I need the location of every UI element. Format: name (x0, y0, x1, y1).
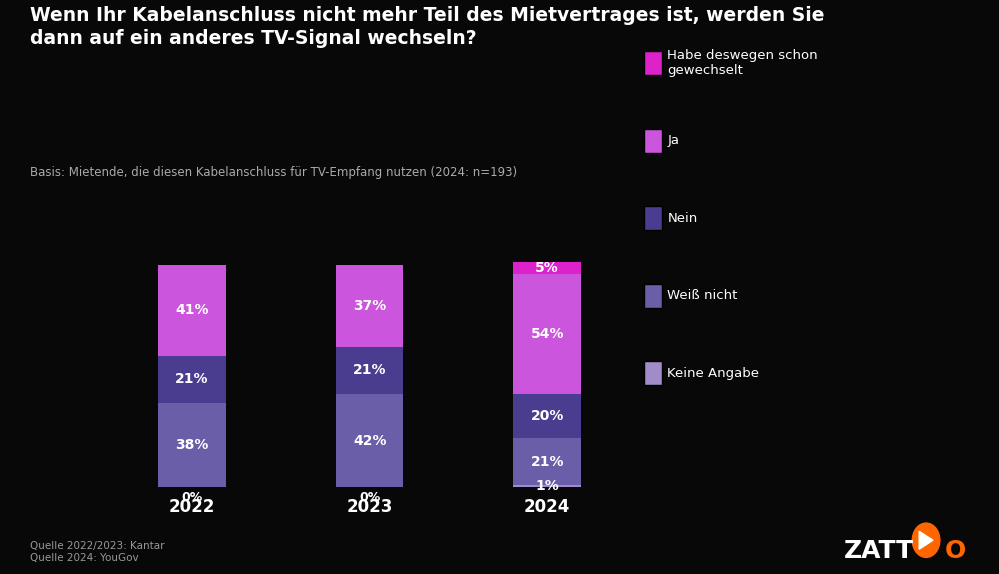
Text: 1%: 1% (535, 479, 559, 493)
Text: Ja: Ja (667, 134, 679, 147)
Bar (158, 356, 226, 403)
Bar (513, 394, 581, 439)
Text: 2024: 2024 (524, 498, 570, 517)
Text: Keine Angabe: Keine Angabe (667, 367, 759, 379)
Text: Quelle 2022/2023: Kantar
Quelle 2024: YouGov: Quelle 2022/2023: Kantar Quelle 2024: Yo… (30, 541, 165, 563)
Bar (336, 394, 404, 487)
Text: 0%: 0% (359, 491, 381, 503)
Bar (513, 262, 581, 274)
Text: 20%: 20% (530, 409, 563, 423)
Text: 21%: 21% (353, 363, 387, 377)
Text: O: O (945, 539, 966, 563)
Text: 21%: 21% (175, 373, 209, 386)
Polygon shape (919, 532, 933, 549)
Bar (158, 403, 226, 487)
Text: 37%: 37% (353, 299, 387, 313)
Bar (336, 347, 404, 394)
Text: 2022: 2022 (169, 498, 215, 517)
Text: Nein: Nein (667, 212, 697, 224)
Text: 0%: 0% (182, 491, 203, 503)
Bar (513, 274, 581, 394)
Text: 54%: 54% (530, 327, 564, 340)
Bar (513, 439, 581, 485)
Bar (513, 485, 581, 487)
Text: 2023: 2023 (347, 498, 393, 517)
Text: ZATT: ZATT (844, 539, 914, 563)
Bar (336, 265, 404, 347)
Text: 42%: 42% (353, 433, 387, 448)
Text: Wenn Ihr Kabelanschluss nicht mehr Teil des Mietvertrages ist, werden Sie
dann a: Wenn Ihr Kabelanschluss nicht mehr Teil … (30, 6, 824, 48)
Circle shape (912, 523, 940, 557)
Text: 41%: 41% (175, 303, 209, 317)
Text: Weiß nicht: Weiß nicht (667, 289, 737, 302)
Bar (158, 265, 226, 356)
Text: Basis: Mietende, die diesen Kabelanschluss für TV-Empfang nutzen (2024: n=193): Basis: Mietende, die diesen Kabelanschlu… (30, 166, 517, 180)
Text: 21%: 21% (530, 455, 564, 469)
Text: 5%: 5% (535, 261, 559, 275)
Text: Habe deswegen schon
gewechselt: Habe deswegen schon gewechselt (667, 49, 818, 77)
Text: 38%: 38% (176, 438, 209, 452)
